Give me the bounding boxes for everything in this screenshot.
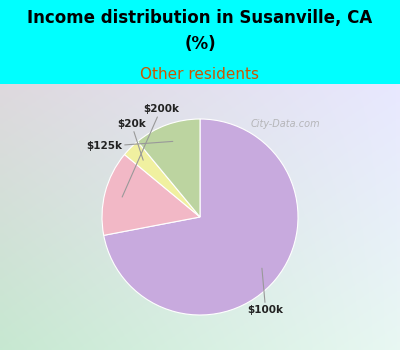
Text: Income distribution in Susanville, CA: Income distribution in Susanville, CA [27,9,373,27]
Text: $125k: $125k [86,141,173,152]
Text: $100k: $100k [248,268,284,315]
Wedge shape [138,119,200,217]
Wedge shape [104,119,298,315]
Text: (%): (%) [184,35,216,53]
Wedge shape [102,155,200,235]
Text: Other residents: Other residents [140,67,260,82]
Text: $200k: $200k [122,104,179,197]
Text: City-Data.com: City-Data.com [251,119,320,129]
Text: $20k: $20k [117,119,146,160]
Wedge shape [124,141,200,217]
